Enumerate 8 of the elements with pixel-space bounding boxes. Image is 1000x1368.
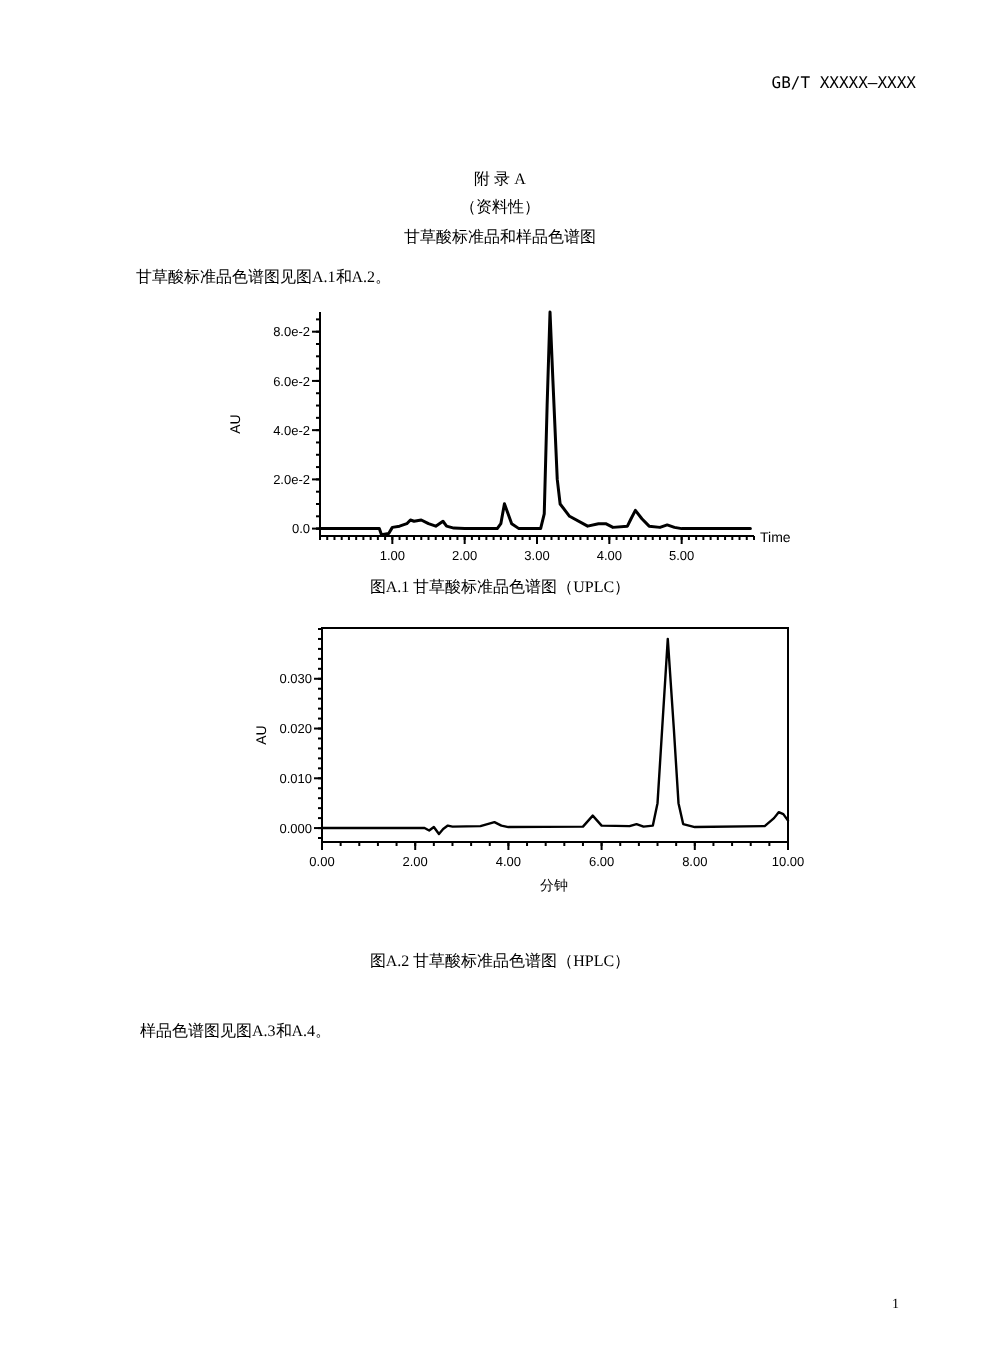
text: 附 录 A [474, 170, 527, 188]
text: GB/T XXXXX—XXXX [771, 74, 917, 92]
text: 样品色谱图见图A.3和A.4。 [140, 1022, 332, 1040]
text: 甘草酸标准品和样品色谱图 [404, 228, 596, 246]
text: 甘草酸标准品色谱图见图A.1和A.2。 [136, 268, 392, 286]
text: （资料性） [460, 198, 540, 216]
text: 图A.1 甘草酸标准品色谱图（UPLC） [369, 578, 631, 596]
text: 图A.2 甘草酸标准品色谱图（HPLC） [369, 952, 631, 970]
